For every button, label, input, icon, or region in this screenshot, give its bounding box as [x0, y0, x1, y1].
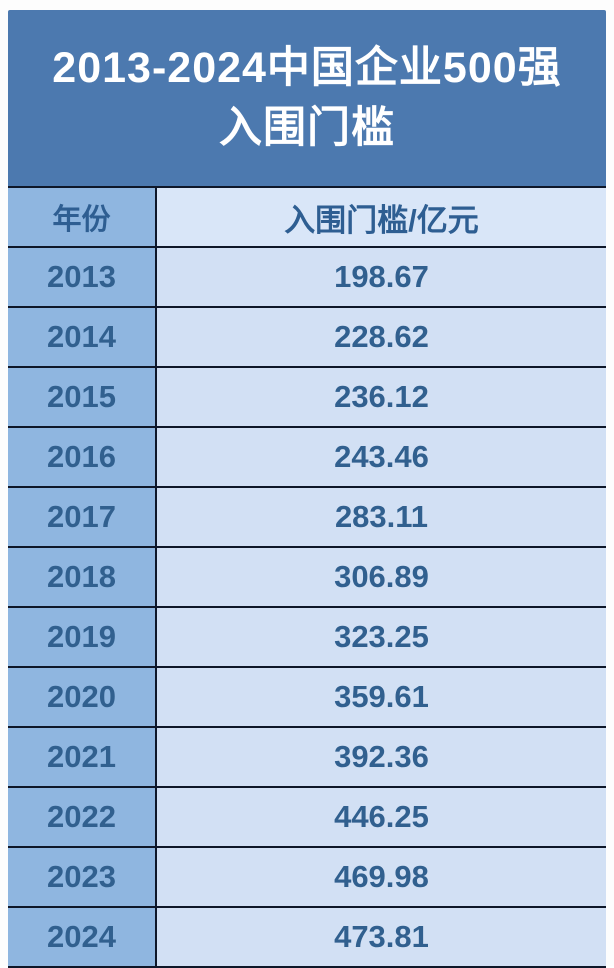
threshold-cell: 306.89 — [156, 547, 606, 608]
threshold-table: 年份 入围门槛/亿元 2013 198.67 2014 228.62 2015 236.1… — [8, 186, 606, 968]
threshold-cell: 243.46 — [156, 427, 606, 488]
table-row: 2022 446.25 — [8, 787, 606, 848]
year-cell: 2014 — [8, 307, 157, 368]
year-cell: 2015 — [8, 367, 157, 428]
table-row: 2014 228.62 — [8, 307, 606, 368]
year-cell: 2020 — [8, 667, 157, 728]
table-row: 2019 323.25 — [8, 607, 606, 668]
threshold-cell: 392.36 — [156, 727, 606, 788]
table-row: 2020 359.61 — [8, 667, 606, 728]
title-line-2: 入围门槛 — [219, 104, 395, 152]
threshold-cell: 198.67 — [156, 247, 606, 308]
table-row: 2016 243.46 — [8, 427, 606, 488]
year-cell: 2016 — [8, 427, 157, 488]
threshold-cell: 359.61 — [156, 667, 606, 728]
title-line-1: 2013-2024中国企业500强 — [52, 44, 562, 92]
year-cell: 2018 — [8, 547, 157, 608]
year-cell: 2024 — [8, 907, 157, 968]
table-row: 2021 392.36 — [8, 727, 606, 788]
threshold-cell: 228.62 — [156, 307, 606, 368]
table-row: 2023 469.98 — [8, 847, 606, 908]
table-row: 2013 198.67 — [8, 247, 606, 308]
threshold-cell: 236.12 — [156, 367, 606, 428]
title-banner: 2013-2024中国企业500强 入围门槛 — [8, 10, 606, 186]
threshold-cell: 473.81 — [156, 907, 606, 968]
table-row: 2024 473.81 — [8, 907, 606, 968]
table-row: 2015 236.12 — [8, 367, 606, 428]
threshold-cell: 323.25 — [156, 607, 606, 668]
year-cell: 2022 — [8, 787, 157, 848]
table-row: 2017 283.11 — [8, 487, 606, 548]
year-cell: 2021 — [8, 727, 157, 788]
threshold-cell: 446.25 — [156, 787, 606, 848]
year-cell: 2023 — [8, 847, 157, 908]
year-cell: 2017 — [8, 487, 157, 548]
year-column-header: 年份 — [8, 187, 157, 248]
table-header-row: 年份 入围门槛/亿元 — [8, 187, 606, 248]
threshold-cell: 469.98 — [156, 847, 606, 908]
table-row: 2018 306.89 — [8, 547, 606, 608]
year-cell: 2013 — [8, 247, 157, 308]
threshold-cell: 283.11 — [156, 487, 606, 548]
threshold-column-header: 入围门槛/亿元 — [156, 187, 606, 248]
year-cell: 2019 — [8, 607, 157, 668]
